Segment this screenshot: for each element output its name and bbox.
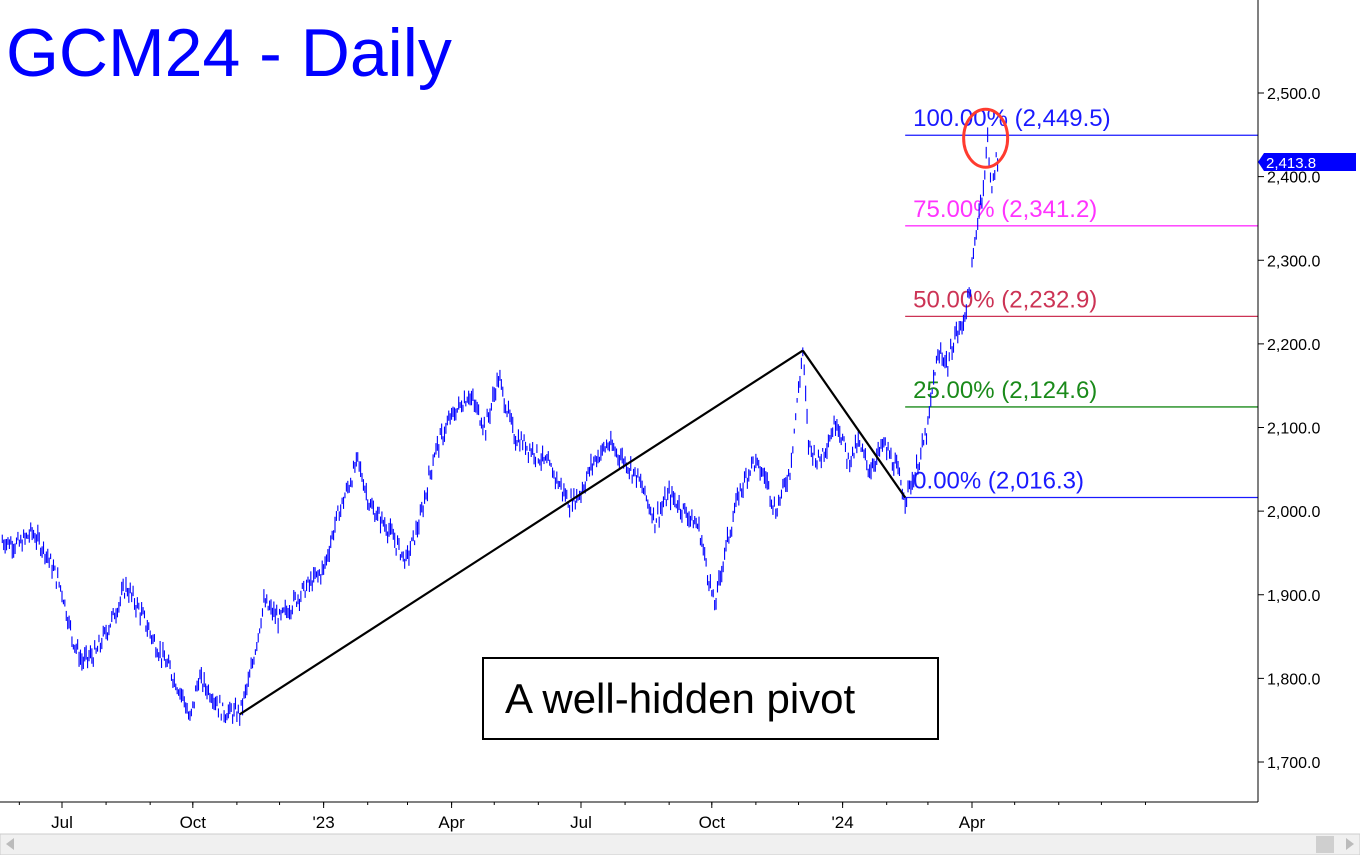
highlight bbox=[962, 107, 1010, 169]
pivot-trendline bbox=[801, 349, 907, 499]
x-tick-label: Oct bbox=[180, 813, 207, 832]
scroll-thumb[interactable] bbox=[1316, 836, 1334, 853]
pivot-lines bbox=[239, 349, 907, 716]
pivot-trendline bbox=[239, 349, 804, 716]
horizontal-scrollbar[interactable] bbox=[0, 833, 1360, 856]
highlight-circle bbox=[962, 107, 1010, 169]
fib-level-label: 50.00% (2,232.9) bbox=[913, 286, 1097, 313]
annotation-box: A well-hidden pivot bbox=[482, 657, 939, 740]
fib-level-label: 0.00% (2,016.3) bbox=[913, 467, 1084, 494]
y-tick-label: 2,500.0 bbox=[1267, 86, 1320, 103]
x-tick-label: Jul bbox=[570, 813, 592, 832]
last-price-marker: 2,413.8 bbox=[1258, 153, 1356, 172]
x-tick-label: '24 bbox=[832, 813, 854, 832]
fib-level-label: 75.00% (2,341.2) bbox=[913, 196, 1097, 223]
axes: 1,700.0 1,800.0 1,900.0 2,000.0 2,100.0 2,200… bbox=[0, 0, 1320, 832]
scroll-left-arrow-icon[interactable] bbox=[6, 838, 14, 850]
price-series bbox=[1, 127, 999, 726]
x-tick-label: '23 bbox=[313, 813, 335, 832]
x-tick-label: Apr bbox=[959, 813, 986, 832]
annotation-text: A well-hidden pivot bbox=[505, 675, 856, 722]
x-tick-label: Oct bbox=[699, 813, 726, 832]
y-tick-label: 1,800.0 bbox=[1267, 671, 1320, 688]
y-tick-label: 2,200.0 bbox=[1267, 337, 1320, 354]
fib-level-label: 25.00% (2,124.6) bbox=[913, 377, 1097, 404]
y-tick-label: 1,700.0 bbox=[1267, 755, 1320, 772]
y-tick-label: 1,900.0 bbox=[1267, 588, 1320, 605]
y-tick-label: 2,300.0 bbox=[1267, 253, 1320, 270]
y-tick-label: 2,000.0 bbox=[1267, 504, 1320, 521]
y-tick-label: 2,100.0 bbox=[1267, 421, 1320, 438]
x-tick-label: Jul bbox=[51, 813, 73, 832]
last-price-label: 2,413.8 bbox=[1266, 155, 1316, 172]
chart-title: GCM24 - Daily bbox=[6, 15, 452, 91]
fib-level-label: 100.00% (2,449.5) bbox=[913, 105, 1110, 132]
y-tick-label: 2,400.0 bbox=[1267, 170, 1320, 187]
x-tick-label: Apr bbox=[438, 813, 465, 832]
scroll-right-arrow-icon[interactable] bbox=[1346, 838, 1354, 850]
